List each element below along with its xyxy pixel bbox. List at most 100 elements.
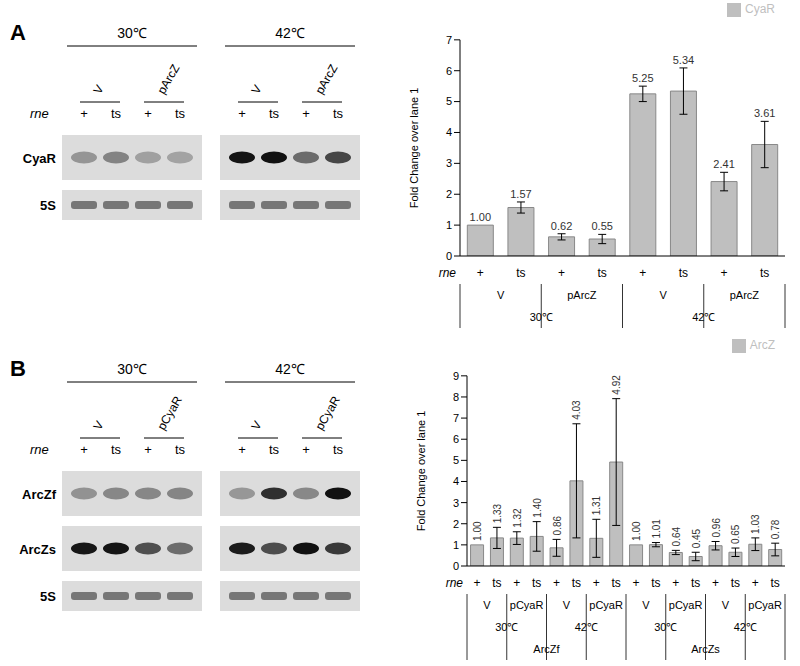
svg-text:Fold Change over lane 1: Fold Change over lane 1 (415, 411, 427, 531)
svg-text:ts: ts (760, 266, 769, 280)
svg-text:0.65: 0.65 (730, 524, 741, 544)
svg-text:CyaR: CyaR (23, 151, 57, 166)
svg-text:V: V (659, 289, 667, 301)
svg-text:ts: ts (770, 576, 779, 590)
svg-text:rne: rne (30, 106, 49, 121)
svg-text:rne: rne (439, 266, 457, 280)
svg-text:1: 1 (446, 219, 452, 231)
svg-text:ts: ts (333, 442, 344, 457)
svg-text:A: A (10, 20, 26, 45)
svg-text:ts: ts (532, 576, 541, 590)
svg-text:pCyaR: pCyaR (589, 599, 623, 611)
svg-text:+: + (721, 266, 728, 280)
svg-text:V: V (563, 599, 571, 611)
svg-text:7: 7 (453, 412, 459, 424)
svg-text:5.25: 5.25 (632, 72, 653, 84)
svg-text:+: + (553, 576, 560, 590)
svg-text:+: + (712, 576, 719, 590)
svg-text:+: + (477, 266, 484, 280)
svg-text:3.61: 3.61 (754, 107, 775, 119)
svg-text:pCyaR: pCyaR (669, 599, 703, 611)
svg-text:V: V (722, 599, 730, 611)
svg-text:2: 2 (446, 188, 452, 200)
svg-text:ts: ts (333, 106, 344, 121)
svg-text:+: + (80, 442, 88, 457)
svg-text:+: + (144, 106, 152, 121)
svg-text:0: 0 (446, 250, 452, 262)
svg-text:5.34: 5.34 (673, 54, 694, 66)
svg-text:ts: ts (679, 266, 688, 280)
svg-text:5S: 5S (40, 589, 56, 604)
svg-text:ts: ts (516, 266, 525, 280)
svg-text:6: 6 (446, 65, 452, 77)
svg-text:ts: ts (572, 576, 581, 590)
svg-text:ts: ts (175, 442, 186, 457)
svg-text:42℃: 42℃ (275, 25, 305, 41)
svg-text:ts: ts (111, 106, 122, 121)
svg-text:1.31: 1.31 (591, 495, 602, 515)
svg-text:1.00: 1.00 (631, 521, 642, 541)
svg-text:1.01: 1.01 (651, 519, 662, 539)
svg-text:pCyaR: pCyaR (510, 599, 544, 611)
svg-text:ts: ts (269, 442, 280, 457)
svg-text:rne: rne (446, 576, 464, 590)
svg-text:pArcZ: pArcZ (567, 289, 597, 301)
svg-text:0.86: 0.86 (552, 515, 563, 535)
svg-text:V: V (248, 419, 264, 433)
svg-text:1: 1 (453, 539, 459, 551)
svg-text:ArcZf: ArcZf (22, 487, 57, 502)
svg-text:+: + (672, 576, 679, 590)
svg-text:+: + (144, 442, 152, 457)
svg-text:30℃: 30℃ (117, 25, 147, 41)
svg-text:0.62: 0.62 (551, 220, 572, 232)
svg-text:+: + (302, 442, 310, 457)
svg-text:4: 4 (453, 475, 459, 487)
svg-text:pArcZ: pArcZ (730, 289, 760, 301)
svg-text:ts: ts (111, 442, 122, 457)
svg-text:42℃: 42℃ (275, 361, 305, 377)
svg-text:pCyaR: pCyaR (312, 393, 343, 432)
svg-text:1.00: 1.00 (470, 211, 491, 223)
svg-text:ts: ts (731, 576, 740, 590)
svg-text:V: V (90, 83, 106, 97)
svg-text:+: + (80, 106, 88, 121)
svg-text:pArcZ: pArcZ (154, 62, 182, 97)
svg-text:1.03: 1.03 (750, 514, 761, 534)
svg-text:1.33: 1.33 (492, 503, 503, 523)
svg-text:+: + (752, 576, 759, 590)
svg-text:2: 2 (453, 518, 459, 530)
svg-text:pCyaR: pCyaR (154, 393, 185, 432)
svg-text:+: + (238, 442, 246, 457)
svg-text:pCyaR: pCyaR (748, 599, 782, 611)
svg-text:+: + (639, 266, 646, 280)
svg-text:B: B (10, 356, 26, 381)
svg-text:0.78: 0.78 (770, 519, 781, 539)
svg-text:4.03: 4.03 (571, 400, 582, 420)
svg-text:+: + (632, 576, 639, 590)
svg-text:6: 6 (453, 433, 459, 445)
svg-text:pArcZ: pArcZ (312, 62, 340, 97)
svg-text:ts: ts (175, 106, 186, 121)
svg-text:9: 9 (453, 370, 459, 382)
svg-text:+: + (558, 266, 565, 280)
svg-text:2.41: 2.41 (713, 158, 734, 170)
svg-text:ts: ts (691, 576, 700, 590)
svg-text:1.40: 1.40 (532, 498, 543, 518)
svg-text:V: V (248, 83, 264, 97)
svg-text:30℃: 30℃ (117, 361, 147, 377)
svg-text:ts: ts (611, 576, 620, 590)
svg-text:ArcZs: ArcZs (19, 542, 56, 557)
svg-text:ArcZf: ArcZf (533, 643, 560, 655)
svg-text:rne: rne (30, 442, 49, 457)
svg-text:V: V (483, 599, 491, 611)
svg-text:ts: ts (598, 266, 607, 280)
svg-text:0.64: 0.64 (671, 526, 682, 546)
svg-text:ts: ts (492, 576, 501, 590)
svg-text:V: V (497, 289, 505, 301)
svg-text:V: V (642, 599, 650, 611)
svg-text:1.57: 1.57 (510, 188, 531, 200)
svg-text:3: 3 (446, 157, 452, 169)
svg-text:Fold Change over lane 1: Fold Change over lane 1 (408, 88, 420, 208)
svg-text:ts: ts (269, 106, 280, 121)
svg-text:0.96: 0.96 (711, 518, 722, 538)
